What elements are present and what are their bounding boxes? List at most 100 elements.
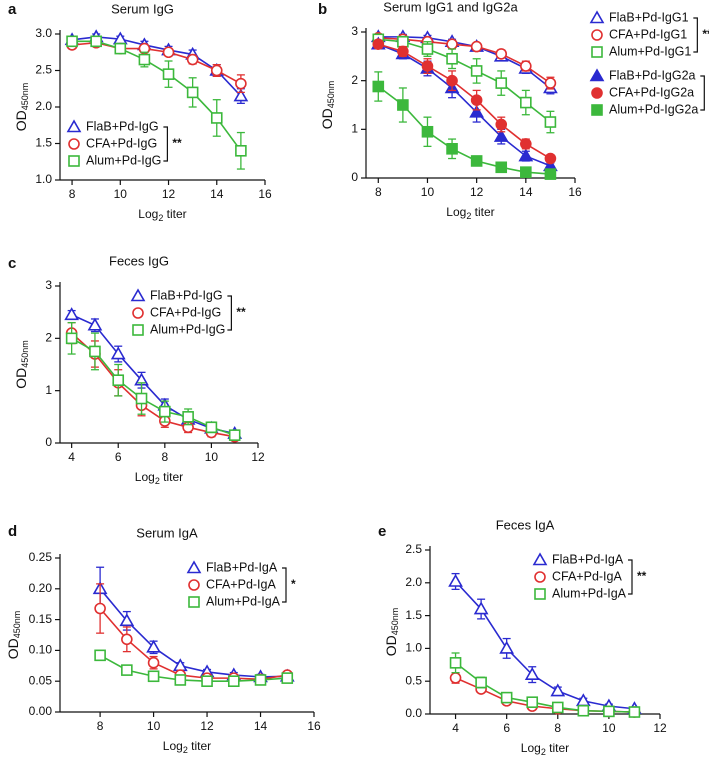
significance-label: ** [637,569,647,583]
y-tick-label: 2 [45,331,52,345]
chart-title: Serum IgG1 and IgG2a [383,0,518,14]
marker [146,639,161,653]
significance-label: * [291,577,296,591]
y-tick-label: 1.0 [35,172,52,186]
marker [421,60,434,72]
panel-letter: e [378,523,386,540]
marker [520,96,532,109]
y-tick-label: 0.10 [29,643,53,657]
panel-letter: b [318,1,327,18]
legend-label: FlaB+Pd-IgA [552,552,624,566]
marker [138,53,151,66]
y-tick-label: 3 [351,24,358,38]
x-tick-label: 8 [375,185,382,199]
marker [446,74,458,87]
marker [628,706,641,718]
y-tick-label: 2.0 [405,575,422,589]
x-tick-label: 8 [97,719,104,733]
x-title-rest: titer [188,739,211,753]
legend-label: CFA+Pd-IgG2a [609,85,694,99]
legend-marker [132,307,144,319]
marker [235,77,247,90]
y-title-main: OD [383,635,399,656]
series-line [454,580,635,710]
marker [524,667,540,680]
x-title-sub: 2 [466,211,471,221]
y-tick-label: 0 [45,435,52,449]
marker [470,40,483,53]
marker [577,704,590,717]
legend-marker [188,579,200,591]
x-title-main: Log [521,741,541,755]
legend-label: CFA+Pd-IgA [552,569,622,583]
y-title-sub: 450nm [326,81,336,109]
marker [135,392,148,405]
marker [544,77,557,89]
marker [449,672,462,684]
y-title-sub: 450nm [390,608,400,636]
x-tick-label: 12 [653,721,667,735]
marker [470,94,483,106]
significance-bracket [227,295,232,331]
marker [94,649,106,662]
chart-title: Serum IgG [111,1,174,16]
y-axis-title: OD450nm [5,611,23,660]
legend-marker [589,10,605,24]
x-tick-label: 16 [568,185,582,199]
x-tick-label: 12 [251,450,265,464]
y-axis-title: OD450nm [319,81,337,130]
marker [110,346,126,360]
marker [446,52,458,65]
marker [495,118,508,131]
legend-marker [68,155,80,167]
x-title-main: Log [138,207,158,221]
x-title-rest: titer [160,470,183,484]
chart-title: Feces IgA [496,517,555,532]
marker [397,99,409,111]
x-tick-label: 10 [421,185,435,199]
significance-bracket [693,17,698,53]
marker [112,374,125,387]
x-tick-label: 12 [470,185,484,199]
marker [121,664,133,676]
y-tick-label: 1.0 [405,641,422,655]
marker [66,35,78,48]
significance-label: *** [702,27,709,41]
x-title-sub: 2 [541,747,546,757]
y-tick-label: 0.0 [405,706,422,720]
marker [90,35,102,48]
x-tick-label: 16 [307,719,321,733]
marker [205,421,218,434]
marker [372,80,385,93]
marker [397,35,409,48]
marker [470,65,483,77]
marker [603,705,615,718]
x-tick-label: 10 [602,721,616,735]
y-tick-label: 1.5 [405,608,422,622]
marker [210,64,223,77]
y-tick-label: 2.5 [35,63,52,77]
marker [544,152,557,165]
legend-label: Alum+Pd-IgG [150,322,225,336]
marker [449,657,462,669]
x-title-main: Log [446,205,466,219]
y-tick-label: 1 [351,122,358,136]
y-tick-label: 0.5 [405,673,422,687]
x-tick-label: 4 [452,721,459,735]
marker [544,116,557,128]
marker [254,674,267,686]
x-tick-label: 10 [147,719,161,733]
x-tick-label: 14 [254,719,268,733]
significance-label: ** [172,136,182,150]
marker [121,633,133,646]
marker [520,60,532,72]
panel-letter: a [8,1,17,18]
x-title-sub: 2 [183,745,188,755]
marker [495,48,508,60]
legend-label: FlaB+Pd-IgA [206,560,278,574]
marker [520,138,532,150]
y-tick-label: 3.0 [35,26,52,40]
marker [233,88,249,102]
marker [495,77,508,89]
